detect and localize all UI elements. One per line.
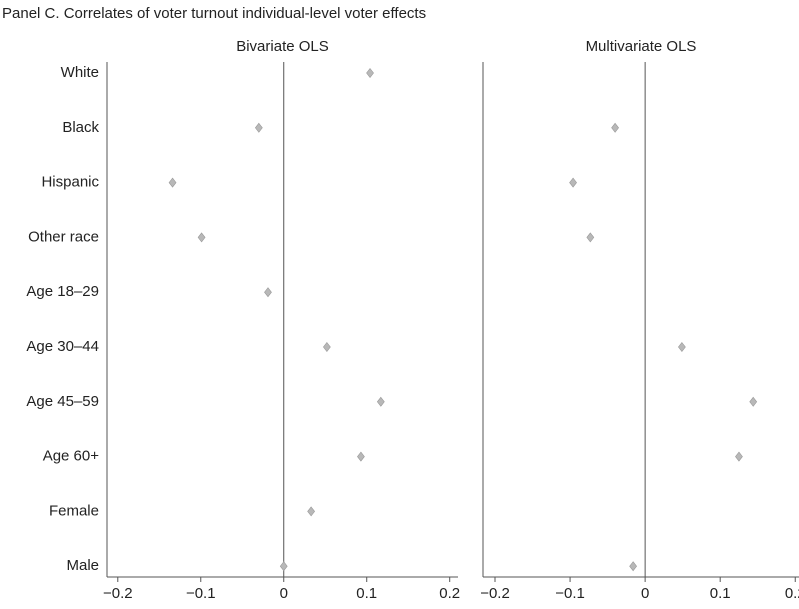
y-tick-label: Other race bbox=[28, 228, 99, 245]
y-tick-label: Black bbox=[62, 119, 99, 136]
dot-marker bbox=[307, 506, 316, 517]
x-tick-label: 0 bbox=[641, 585, 649, 602]
dot-marker bbox=[279, 561, 288, 572]
x-tick-label: 0.2 bbox=[439, 585, 460, 602]
panel-title: Bivariate OLS bbox=[236, 38, 329, 55]
x-tick-label: −0.1 bbox=[555, 585, 585, 602]
y-tick-label: Age 60+ bbox=[43, 448, 100, 465]
y-tick-label: Age 30–44 bbox=[26, 338, 99, 355]
x-tick-label: 0 bbox=[280, 585, 288, 602]
y-tick-label: White bbox=[61, 64, 99, 81]
dot-marker bbox=[569, 177, 577, 188]
dot-marker bbox=[197, 232, 206, 243]
dot-marker bbox=[254, 122, 263, 133]
dot-marker bbox=[678, 342, 686, 352]
dot-marker bbox=[366, 68, 374, 78]
y-tick-label: Age 45–59 bbox=[26, 393, 99, 410]
x-tick-label: −0.2 bbox=[103, 585, 133, 602]
dot-marker bbox=[629, 561, 637, 572]
x-tick-label: 0.1 bbox=[356, 585, 377, 602]
dot-marker bbox=[735, 451, 743, 462]
x-tick-label: 0.2 bbox=[785, 585, 799, 602]
chart-title: Panel C. Correlates of voter turnout ind… bbox=[2, 5, 426, 22]
dot-marker bbox=[611, 122, 619, 133]
x-tick-label: −0.1 bbox=[186, 585, 216, 602]
dot-marker bbox=[586, 232, 595, 243]
y-tick-label: Male bbox=[66, 557, 99, 574]
x-tick-label: 0.1 bbox=[710, 585, 731, 602]
dot-marker bbox=[264, 287, 272, 298]
y-tick-label: Female bbox=[49, 502, 99, 519]
y-tick-label: Age 18–29 bbox=[26, 283, 99, 300]
dot-marker bbox=[749, 396, 758, 407]
x-tick-label: −0.2 bbox=[480, 585, 510, 602]
dot-marker bbox=[357, 451, 365, 462]
dot-marker bbox=[376, 396, 385, 407]
panel-title: Multivariate OLS bbox=[586, 38, 697, 55]
dot-marker bbox=[168, 177, 177, 188]
dot-marker bbox=[323, 342, 331, 352]
y-tick-label: Hispanic bbox=[41, 174, 99, 191]
